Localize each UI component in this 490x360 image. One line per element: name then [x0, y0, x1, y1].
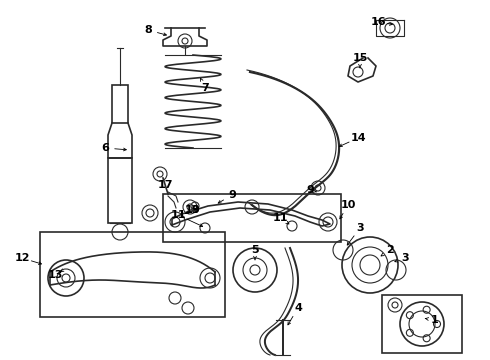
- Text: 12: 12: [14, 253, 30, 263]
- Text: 3: 3: [356, 223, 364, 233]
- Text: 10: 10: [341, 200, 356, 210]
- Text: 13: 13: [48, 270, 63, 280]
- Text: 9: 9: [228, 190, 236, 200]
- Text: 5: 5: [251, 245, 259, 255]
- Bar: [163, 194, 341, 242]
- Text: 8: 8: [144, 25, 152, 35]
- Text: 3: 3: [401, 253, 409, 263]
- Text: 11: 11: [272, 213, 288, 223]
- Text: 17: 17: [157, 180, 173, 190]
- Text: 7: 7: [201, 83, 209, 93]
- Text: 2: 2: [386, 245, 394, 255]
- Text: 11: 11: [170, 210, 186, 220]
- Text: 9: 9: [191, 205, 199, 215]
- Bar: [112, 85, 128, 123]
- Text: 16: 16: [370, 17, 386, 27]
- Text: 4: 4: [294, 303, 302, 313]
- Bar: [382, 295, 462, 353]
- Text: 1: 1: [431, 315, 439, 325]
- Bar: [108, 158, 132, 223]
- Text: 15: 15: [352, 53, 368, 63]
- Text: 9: 9: [306, 185, 314, 195]
- Text: 14: 14: [350, 133, 366, 143]
- Text: 13: 13: [184, 205, 200, 215]
- Text: 6: 6: [101, 143, 109, 153]
- Bar: [40, 232, 225, 317]
